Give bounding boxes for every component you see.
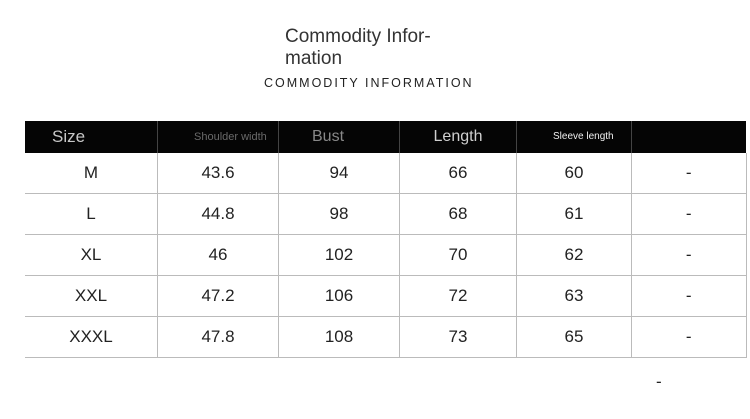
table-cell: XXL	[25, 275, 158, 317]
table-cell: 73	[399, 316, 517, 358]
column-header-shoulder-width: Shoulder width	[157, 121, 279, 153]
table-cell: 70	[399, 234, 517, 276]
table-cell: -	[631, 153, 747, 194]
page-title: Commodity Infor- mation	[285, 26, 431, 69]
table-cell: 62	[516, 234, 632, 276]
table-cell: 98	[278, 193, 400, 235]
table-cell: 46	[157, 234, 279, 276]
table-cell: 68	[399, 193, 517, 235]
column-header-blank	[631, 121, 746, 153]
page-subtitle: COMMODITY INFORMATION	[264, 76, 474, 90]
table-cell: 65	[516, 316, 632, 358]
table-cell: -	[631, 234, 747, 276]
table-cell: 44.8	[157, 193, 279, 235]
table-cell: 72	[399, 275, 517, 317]
table-cell: 108	[278, 316, 400, 358]
column-header-size: Size	[25, 121, 158, 153]
table-cell: 94	[278, 153, 400, 194]
table-cell: L	[25, 193, 158, 235]
column-header-length: Length	[399, 121, 517, 153]
table-row: M 43.6 94 66 60-	[25, 153, 747, 194]
column-header-bust: Bust	[278, 121, 400, 153]
table-row: XXL 47.2 106 72 63-	[25, 275, 747, 317]
column-header-sleeve-length: Sleeve length	[516, 121, 632, 153]
table-cell: -	[631, 193, 747, 235]
table-row: L 44.8 98 68 61-	[25, 193, 747, 235]
table-cell: 47.2	[157, 275, 279, 317]
table-cell: 102	[278, 234, 400, 276]
table-cell: 61	[516, 193, 632, 235]
table-cell: -	[631, 275, 747, 317]
table-cell: XL	[25, 234, 158, 276]
extra-dash: -	[656, 372, 662, 391]
size-table: Size Shoulder width Bust Length Sleeve l…	[25, 121, 747, 358]
table-cell: M	[25, 153, 158, 194]
table-row: XL 46 102 70 62-	[25, 234, 747, 276]
table-row: XXXL 47.8 108 73 65-	[25, 316, 747, 358]
table-cell: 63	[516, 275, 632, 317]
table-cell: XXXL	[25, 316, 158, 358]
table-header-row: Size Shoulder width Bust Length Sleeve l…	[25, 121, 746, 153]
table-cell: -	[631, 316, 747, 358]
table-cell: 66	[399, 153, 517, 194]
table-cell: 47.8	[157, 316, 279, 358]
table-cell: 106	[278, 275, 400, 317]
table-cell: 43.6	[157, 153, 279, 194]
table-cell: 60	[516, 153, 632, 194]
